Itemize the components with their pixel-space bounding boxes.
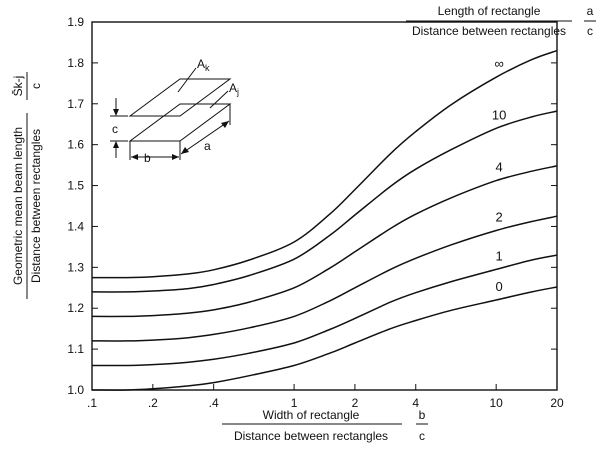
label-b: b xyxy=(144,151,151,165)
label-ak-main: A xyxy=(197,57,205,71)
x-tick-label: 10 xyxy=(489,396,503,410)
ylabel-bottom: Distance between rectangles xyxy=(29,129,43,283)
leader-aj xyxy=(209,90,229,109)
x-tick-label: 2 xyxy=(352,396,359,410)
label-aj-sub: j xyxy=(236,87,239,97)
y-tick-label: 1.3 xyxy=(67,260,84,274)
legend-title-top: Length of rectangle xyxy=(438,4,541,18)
series-labels: 0 1 2 4 10 ∞ xyxy=(492,56,506,294)
series-label-2: 2 xyxy=(496,210,503,225)
label-c: c xyxy=(112,122,118,136)
series-curves xyxy=(91,49,558,391)
series-curve-0 xyxy=(91,286,558,391)
series-label-4: 4 xyxy=(496,160,503,175)
series-curve-∞ xyxy=(91,49,558,279)
xlabel-frac-num: b xyxy=(419,408,426,422)
label-ak-sub: k xyxy=(205,63,210,73)
plate-aj xyxy=(128,103,232,142)
x-axis-label: Width of rectangle Distance between rect… xyxy=(222,408,428,443)
dim-c-arrowhead-top xyxy=(113,109,119,116)
series-curve-2 xyxy=(91,215,558,342)
label-aj-main: A xyxy=(229,81,237,95)
dim-a-arrowhead-start xyxy=(181,147,189,154)
ylabel-frac-num: S̄k-j xyxy=(11,76,25,97)
series-label-∞: ∞ xyxy=(495,56,504,71)
x-tick-label: 1 xyxy=(291,396,298,410)
dim-b-arrowhead-right xyxy=(172,154,179,160)
plot-frame xyxy=(91,21,558,391)
label-a: a xyxy=(204,139,211,153)
x-tick-label: .1 xyxy=(87,396,97,410)
dim-c-arrowhead-bot xyxy=(113,141,119,148)
y-tick-label: 1.1 xyxy=(67,342,84,356)
x-tick-label: 4 xyxy=(412,396,419,410)
legend-title-bottom: Distance between rectangles xyxy=(412,24,566,38)
dim-a-arrowhead-end xyxy=(221,121,229,128)
y-tick-label: 1.5 xyxy=(67,179,84,193)
x-tick-label: .2 xyxy=(148,396,158,410)
leader-ak xyxy=(177,67,197,93)
plate-ak xyxy=(128,78,232,117)
y-ticks: 1.0 1.1 1.2 1.3 1.4 1.5 1.6 1.7 1.8 1.9 xyxy=(67,15,557,397)
inset-diagram: Ak Aj c b a xyxy=(110,57,239,165)
legend-frac-den: c xyxy=(587,24,593,38)
y-tick-label: 1.7 xyxy=(67,97,84,111)
series-label-1: 1 xyxy=(496,248,503,263)
ylabel-frac-den: c xyxy=(29,83,43,89)
y-tick-label: 1.0 xyxy=(67,383,84,397)
series-curve-4 xyxy=(91,165,558,318)
y-tick-label: 1.6 xyxy=(67,138,84,152)
legend-frac-num: a xyxy=(587,4,594,18)
xlabel-top: Width of rectangle xyxy=(263,408,360,422)
label-aj: Aj xyxy=(229,81,239,97)
xlabel-frac-den: c xyxy=(419,429,425,443)
y-axis-label: Geometric mean beam length Distance betw… xyxy=(11,72,43,299)
label-ak: Ak xyxy=(197,57,210,73)
series-label-10: 10 xyxy=(492,107,506,122)
dim-b-arrowhead-left xyxy=(131,154,138,160)
y-tick-label: 1.4 xyxy=(67,219,84,233)
y-tick-label: 1.2 xyxy=(67,301,84,315)
x-tick-label: .4 xyxy=(209,396,219,410)
y-tick-label: 1.9 xyxy=(67,15,84,29)
y-tick-label: 1.8 xyxy=(67,56,84,70)
series-label-0: 0 xyxy=(496,279,503,294)
x-tick-label: 20 xyxy=(550,396,564,410)
series-curve-1 xyxy=(91,254,558,367)
dim-a-line xyxy=(180,120,230,155)
x-ticks: .1 .2 .4 1 2 4 10 20 xyxy=(87,384,564,410)
legend-title: Length of rectangle Distance between rec… xyxy=(406,4,596,38)
ylabel-top: Geometric mean beam length xyxy=(11,127,25,285)
xlabel-bottom: Distance between rectangles xyxy=(234,429,388,443)
series-curve-10 xyxy=(91,110,558,293)
